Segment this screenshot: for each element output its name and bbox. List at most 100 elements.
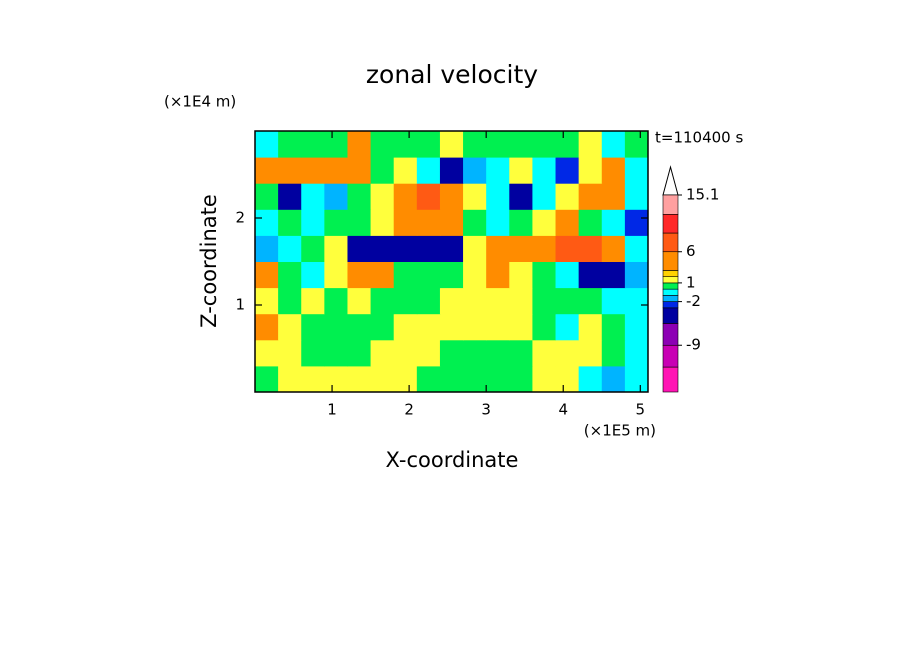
contour-cell xyxy=(486,235,510,262)
colorbar-box xyxy=(662,323,679,346)
contour-cell xyxy=(463,339,487,367)
annotation: t=110400 s xyxy=(655,129,743,147)
contour-cell xyxy=(278,339,302,367)
colorbar-box xyxy=(662,295,679,302)
y-axis-title: Z-coordinate xyxy=(197,194,221,328)
contour-cell xyxy=(324,157,348,184)
contour-cell xyxy=(416,209,441,236)
contour-cell xyxy=(532,313,557,341)
contour-cell xyxy=(255,287,279,315)
contour-cell xyxy=(439,261,464,289)
contour-cell xyxy=(486,287,510,315)
contour-cell xyxy=(416,365,441,393)
colorbar-box xyxy=(662,232,679,253)
contour-cell xyxy=(347,157,372,184)
contour-cell xyxy=(555,365,580,393)
contour-cell xyxy=(370,261,395,289)
contour-cell xyxy=(301,157,325,184)
x-tick-label: 1 xyxy=(327,401,337,419)
contour-cell xyxy=(509,183,533,210)
contour-cell xyxy=(255,339,279,367)
contour-cell xyxy=(347,339,372,367)
contour-cell xyxy=(555,131,580,158)
x-tick-label: 2 xyxy=(404,401,414,419)
contour-cell xyxy=(578,261,603,289)
contour-cell xyxy=(255,131,279,158)
colorbar-box xyxy=(662,301,679,309)
colorbar-box xyxy=(662,307,679,324)
contour-cell xyxy=(439,131,464,158)
contour-cell xyxy=(347,183,372,210)
contour-cell xyxy=(301,313,325,341)
contour-cell xyxy=(278,131,302,158)
contour-cell xyxy=(578,157,603,184)
contour-cell xyxy=(463,261,487,289)
contour-cell xyxy=(324,261,348,289)
contour-cell xyxy=(486,365,510,393)
contour-cell xyxy=(278,209,302,236)
contour-cell xyxy=(370,183,395,210)
contour-cell xyxy=(578,365,603,393)
contour-cell xyxy=(532,261,557,289)
contour-cell xyxy=(463,157,487,184)
contour-cell xyxy=(255,365,279,393)
contour-cell xyxy=(416,131,441,158)
contour-cell xyxy=(555,183,580,210)
contour-cell xyxy=(532,235,557,262)
contour-cell xyxy=(624,365,649,393)
contour-cell xyxy=(416,183,441,210)
contour-cell xyxy=(601,157,626,184)
contour-cell xyxy=(486,131,510,158)
contour-cell xyxy=(578,339,603,367)
contour-cell xyxy=(393,339,418,367)
contour-cell xyxy=(416,313,441,341)
contour-cell xyxy=(601,339,626,367)
contour-cell xyxy=(601,261,626,289)
contour-cell xyxy=(301,183,325,210)
contour-cell xyxy=(347,261,372,289)
contour-cell xyxy=(601,183,626,210)
contour-cell xyxy=(416,261,441,289)
contour-cell xyxy=(324,365,348,393)
y-tick-label: 1 xyxy=(235,296,245,314)
contour-cell xyxy=(578,131,603,158)
contour-cell xyxy=(416,287,441,315)
colorbar-label: -9 xyxy=(686,336,701,354)
contour-cell xyxy=(486,183,510,210)
contour-cell xyxy=(486,157,510,184)
contour-cell xyxy=(532,183,557,210)
contour-cell xyxy=(393,287,418,315)
contour-cell xyxy=(255,183,279,210)
contour-cell xyxy=(486,261,510,289)
colorbar-box xyxy=(662,366,679,393)
y-unit: (×1E4 m) xyxy=(164,93,236,111)
contour-cell xyxy=(416,157,441,184)
colorbar-box xyxy=(662,214,679,234)
contour-cell xyxy=(370,131,395,158)
contour-cell xyxy=(301,209,325,236)
contour-cell xyxy=(624,339,649,367)
contour-cell xyxy=(463,313,487,341)
contour-cell xyxy=(347,287,372,315)
contour-cell xyxy=(393,209,418,236)
contour-cell xyxy=(370,157,395,184)
contour-cell xyxy=(347,365,372,393)
contour-cell xyxy=(278,261,302,289)
contour-cell xyxy=(624,209,649,236)
contour-cell xyxy=(555,287,580,315)
contour-cell xyxy=(601,209,626,236)
contour-cell xyxy=(555,209,580,236)
contour-cell xyxy=(486,313,510,341)
contour-cell xyxy=(393,183,418,210)
contour-cell xyxy=(301,131,325,158)
contour-cell xyxy=(463,209,487,236)
contour-cell xyxy=(509,261,533,289)
contour-cell xyxy=(532,131,557,158)
contour-cell xyxy=(255,313,279,341)
contour-cell xyxy=(301,339,325,367)
contour-cell xyxy=(278,235,302,262)
contour-cell xyxy=(370,287,395,315)
contour-cell xyxy=(347,209,372,236)
